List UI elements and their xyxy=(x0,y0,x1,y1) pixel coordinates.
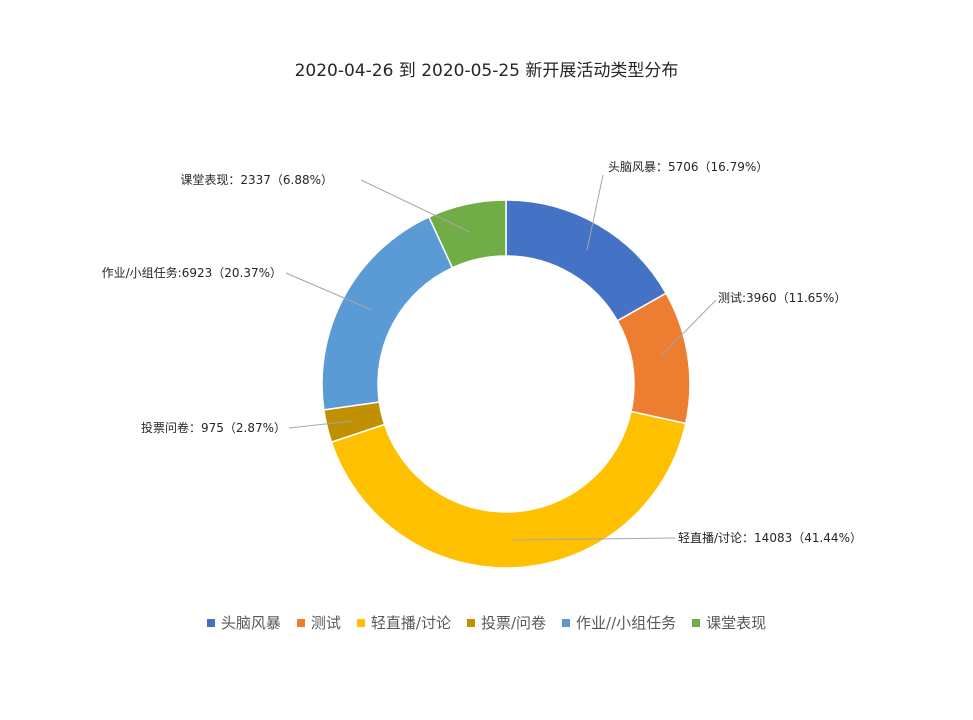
data-label-0: 头脑风暴：5706（16.79%） xyxy=(608,160,768,174)
donut-slice-0 xyxy=(505,199,668,322)
legend-label-2: 轻直播/讨论 xyxy=(370,614,451,632)
data-label-4: 作业/小组任务:6923（20.37%） xyxy=(102,265,282,280)
legend-item-2: 轻直播/讨论 xyxy=(356,612,451,633)
donut-chart: 头脑风暴：5706（16.79%） 测试:3960（11.65%） 轻直播/讨论：1… xyxy=(102,160,862,569)
legend-swatch-4 xyxy=(562,618,571,627)
leader-line-2 xyxy=(512,537,676,541)
data-label-1: 测试:3960（11.65%） xyxy=(718,290,846,305)
legend-label-3: 投票/问卷 xyxy=(480,614,547,632)
leader-line-5 xyxy=(360,179,471,233)
legend-swatch-2 xyxy=(356,618,365,627)
legend-label-0: 头脑风暴 xyxy=(220,614,281,632)
chart-title: 2020-04-26 到 2020-05-25 新开展活动类型分布 xyxy=(294,61,679,81)
legend-item-4: 作业//小组任务 xyxy=(562,612,676,633)
legend-item-0: 头脑风暴 xyxy=(206,612,281,633)
legend-item-1: 测试 xyxy=(296,612,341,633)
legend-swatch-1 xyxy=(296,618,305,627)
data-label-5: 课堂表现：2337（6.88%） xyxy=(180,173,333,187)
legend-label-5: 课堂表现 xyxy=(706,614,767,632)
data-label-2: 轻直播/讨论：14083（41.44%） xyxy=(678,531,862,545)
legend-swatch-0 xyxy=(206,618,215,627)
leader-line-0 xyxy=(586,174,604,251)
leader-line-4 xyxy=(285,272,373,311)
leader-line-3 xyxy=(288,420,354,429)
leader-line-1 xyxy=(660,299,717,357)
legend-swatch-3 xyxy=(466,618,475,627)
donut-slice-2 xyxy=(330,410,687,569)
donut-slice-5 xyxy=(427,199,507,269)
donut-slice-4 xyxy=(321,215,454,411)
legend-label-1: 测试 xyxy=(310,614,341,632)
legend-item-5: 课堂表现 xyxy=(692,612,766,633)
chart-legend: 头脑风暴 测试 轻直播/讨论 投票/问卷 作业//小组任务 课堂表现 xyxy=(0,612,973,633)
legend-item-3: 投票/问卷 xyxy=(466,612,547,633)
data-label-3: 投票问卷：975（2.87%） xyxy=(141,420,286,435)
legend-label-4: 作业//小组任务 xyxy=(576,614,677,632)
legend-swatch-5 xyxy=(692,618,701,627)
